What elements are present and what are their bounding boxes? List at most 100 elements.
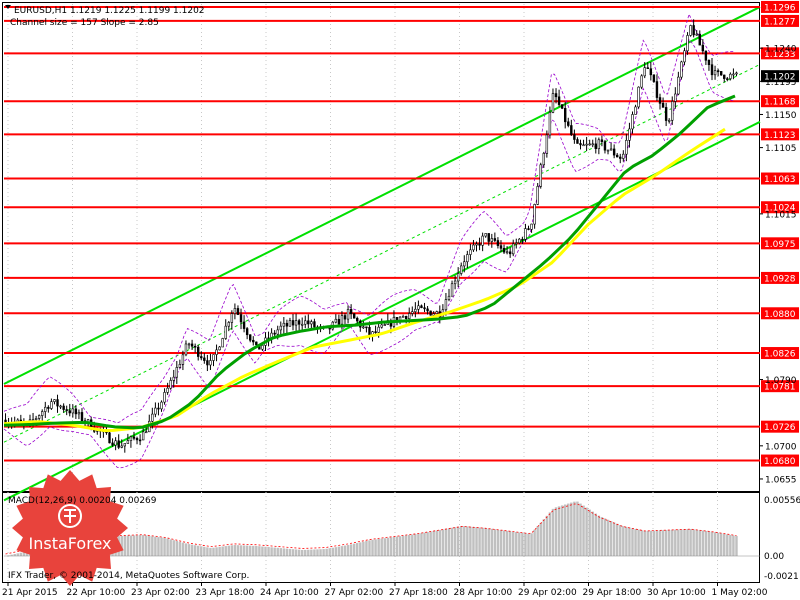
candle-body: [661, 103, 665, 108]
candle-body: [463, 261, 466, 267]
level-label-bg: [761, 14, 799, 27]
time-label: 1 May 02:00: [712, 588, 768, 598]
candle-body: [615, 154, 619, 158]
dropdown-triangle-icon[interactable]: [5, 5, 11, 9]
instaforex-logo: InstaForex: [12, 470, 128, 586]
candle-body: [294, 320, 298, 326]
candle-body: [704, 50, 708, 61]
candle-body: [664, 107, 668, 121]
candle-body: [273, 332, 276, 335]
candle-body: [368, 327, 371, 336]
candle-body: [374, 331, 377, 333]
level-label-bg: [761, 307, 799, 320]
candle-body: [37, 415, 41, 419]
candle-body: [132, 436, 136, 439]
candle-body: [554, 93, 558, 98]
candle-body: [444, 299, 448, 311]
candle-body: [193, 345, 197, 348]
candle-body: [475, 243, 478, 246]
candle-body: [203, 357, 206, 361]
candle-body: [634, 106, 637, 115]
time-label: 29 Apr 02:00: [518, 588, 577, 598]
candle-body: [190, 343, 194, 347]
logo-emblem-icon: [58, 504, 82, 528]
level-label-bg: [761, 0, 799, 13]
candle-body: [65, 409, 68, 411]
candle-body: [282, 322, 286, 327]
candle-body: [71, 408, 75, 414]
candle-body: [310, 321, 313, 325]
candle-body: [579, 143, 582, 146]
candle-body: [349, 309, 353, 314]
candle-body: [184, 343, 188, 356]
candle-body: [218, 346, 221, 351]
candle-body: [515, 242, 518, 245]
candle-body: [187, 343, 191, 346]
candle-body: [411, 311, 414, 314]
candle-body: [230, 313, 234, 323]
candle-body: [59, 405, 62, 408]
candle-body: [135, 438, 139, 441]
candle-body: [726, 78, 729, 80]
channel-mid-line: [3, 63, 761, 443]
candle-body: [631, 114, 634, 130]
level-label: 1.0781: [764, 383, 796, 393]
candle-body: [420, 305, 423, 308]
candle-body: [512, 243, 515, 255]
candle-body: [404, 316, 408, 320]
candle-body: [432, 313, 435, 316]
candle-body: [181, 354, 185, 365]
price-tick-label: 1.1150: [765, 111, 797, 121]
level-label-bg: [761, 237, 799, 250]
candle-body: [585, 143, 588, 146]
candle-body: [588, 143, 591, 146]
macd-tick: -0.0021: [764, 572, 799, 582]
candle-body: [163, 392, 166, 403]
candle-body: [625, 140, 628, 155]
bands: [3, 12, 736, 469]
candle-body: [707, 59, 711, 66]
candle-body: [628, 128, 631, 141]
level-label-bg: [761, 47, 799, 60]
candle-body: [530, 223, 533, 230]
candle-body: [68, 410, 71, 414]
level-label: 1.0826: [764, 350, 796, 360]
level-label: 1.1168: [764, 98, 796, 108]
candle-body: [53, 399, 56, 402]
candle-body: [603, 141, 607, 151]
candle-body: [362, 326, 365, 329]
candle-body: [689, 25, 692, 36]
candle-body: [236, 308, 240, 315]
ma-slow-line: [3, 127, 726, 433]
level-label: 1.1024: [764, 204, 796, 214]
candle-body: [701, 44, 705, 52]
candle-body: [505, 251, 509, 254]
candle-body: [47, 406, 50, 409]
candle-body: [383, 324, 386, 326]
candle-body: [200, 356, 203, 359]
candle-body: [502, 248, 506, 253]
candle-body: [172, 376, 175, 381]
candle-body: [248, 334, 252, 341]
candle-body: [178, 364, 182, 368]
candle-body: [34, 418, 38, 420]
candle-body: [313, 321, 316, 328]
candle-body: [74, 408, 78, 415]
candle-body: [346, 309, 350, 320]
candle-body: [652, 74, 656, 82]
level-label-bg: [761, 95, 799, 108]
level-label: 1.1063: [764, 175, 796, 185]
candle-body: [343, 315, 347, 320]
macd-tick: 0.00: [764, 552, 784, 562]
candle-body: [447, 295, 451, 300]
candle-body: [683, 50, 686, 63]
candle-body: [297, 320, 301, 325]
candle-body: [732, 73, 735, 76]
level-label: 1.0975: [764, 240, 796, 250]
candle-body: [129, 436, 133, 441]
candle-body: [456, 273, 460, 282]
level-label-bg: [761, 172, 799, 185]
candle-body: [539, 164, 542, 187]
candle-body: [114, 440, 117, 446]
